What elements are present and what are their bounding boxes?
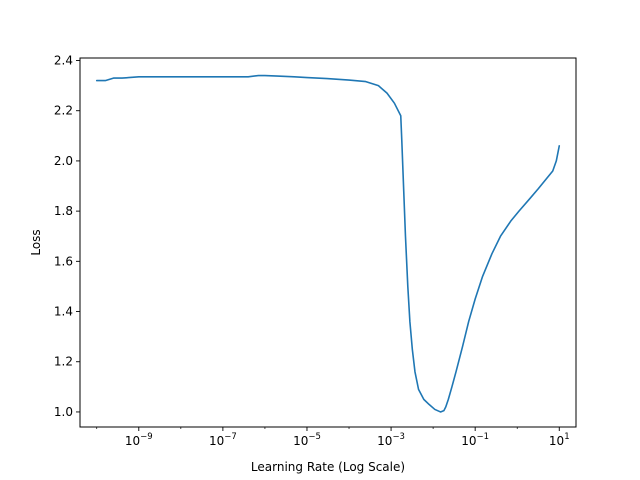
y-tick-label: 2.4 — [54, 54, 73, 68]
series-layer — [95, 74, 561, 413]
y-tick-label: 1.4 — [54, 305, 73, 319]
y-tick-label: 1.0 — [54, 405, 73, 419]
x-axis-title: Learning Rate (Log Scale) — [251, 460, 405, 474]
x-tick-label: 10−3 — [377, 432, 405, 448]
x-tick-label: 101 — [549, 432, 570, 448]
loss-series-line — [95, 74, 561, 413]
y-tick-label: 2.0 — [54, 154, 73, 168]
x-axis: 10−9 10−7 10−5 10−3 10−1 101 — [96, 427, 570, 448]
y-tick-label: 1.6 — [54, 254, 73, 268]
plot-area — [80, 58, 576, 427]
y-axis-title: Loss — [29, 229, 43, 255]
plot-frame — [79, 57, 577, 428]
x-tick-label: 10−1 — [461, 432, 489, 448]
x-tick-label: 10−5 — [293, 432, 321, 448]
x-tick-label: 10−9 — [125, 432, 153, 448]
x-tick-label: 10−7 — [209, 432, 237, 448]
y-tick-label: 2.2 — [54, 104, 73, 118]
y-tick-label: 1.8 — [54, 204, 73, 218]
y-axis: 1.0 1.2 1.4 1.6 1.8 2.0 2.2 2.4 — [54, 54, 80, 419]
y-tick-label: 1.2 — [54, 355, 73, 369]
